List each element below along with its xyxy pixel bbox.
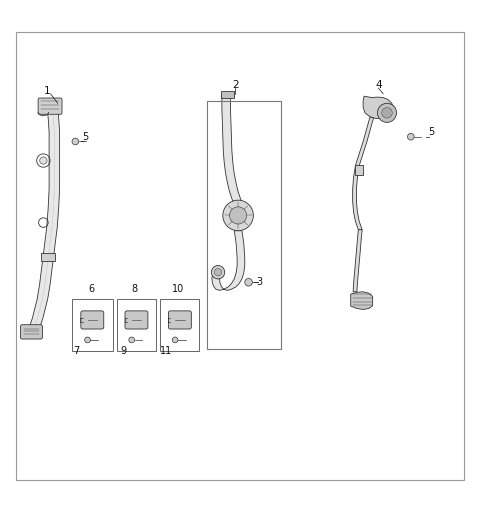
Text: 4: 4 [375,80,382,90]
Circle shape [215,269,222,276]
Text: 9: 9 [120,347,126,356]
Bar [117,299,156,351]
Bar [40,253,55,261]
Text: 5: 5 [82,132,88,142]
FancyBboxPatch shape [81,311,104,329]
Text: 10: 10 [172,284,184,294]
Text: 1: 1 [43,87,50,96]
Polygon shape [351,292,372,309]
Circle shape [382,108,392,118]
Bar [221,91,234,98]
FancyBboxPatch shape [125,311,148,329]
Bar [160,299,199,351]
Circle shape [408,133,414,140]
Polygon shape [222,95,243,204]
Text: 7: 7 [73,347,80,356]
Polygon shape [212,231,245,290]
Circle shape [223,200,253,231]
Polygon shape [353,118,373,230]
Text: 2: 2 [232,80,239,90]
Text: 6: 6 [88,284,94,294]
Polygon shape [353,230,362,292]
FancyBboxPatch shape [168,311,192,329]
Circle shape [229,207,247,224]
Circle shape [245,279,252,286]
Polygon shape [25,105,60,332]
Bar [206,101,281,349]
Circle shape [377,103,396,122]
FancyBboxPatch shape [38,98,62,114]
Circle shape [172,337,178,343]
Text: 11: 11 [160,347,172,356]
Bar [356,165,363,175]
Text: 3: 3 [256,277,262,287]
FancyBboxPatch shape [21,325,42,339]
Circle shape [40,157,47,164]
Circle shape [84,337,90,343]
Text: 5: 5 [428,127,434,137]
Bar [72,299,113,351]
Circle shape [72,138,79,145]
Circle shape [129,337,134,343]
Polygon shape [363,96,394,119]
Text: 8: 8 [131,284,137,294]
Circle shape [211,266,225,279]
